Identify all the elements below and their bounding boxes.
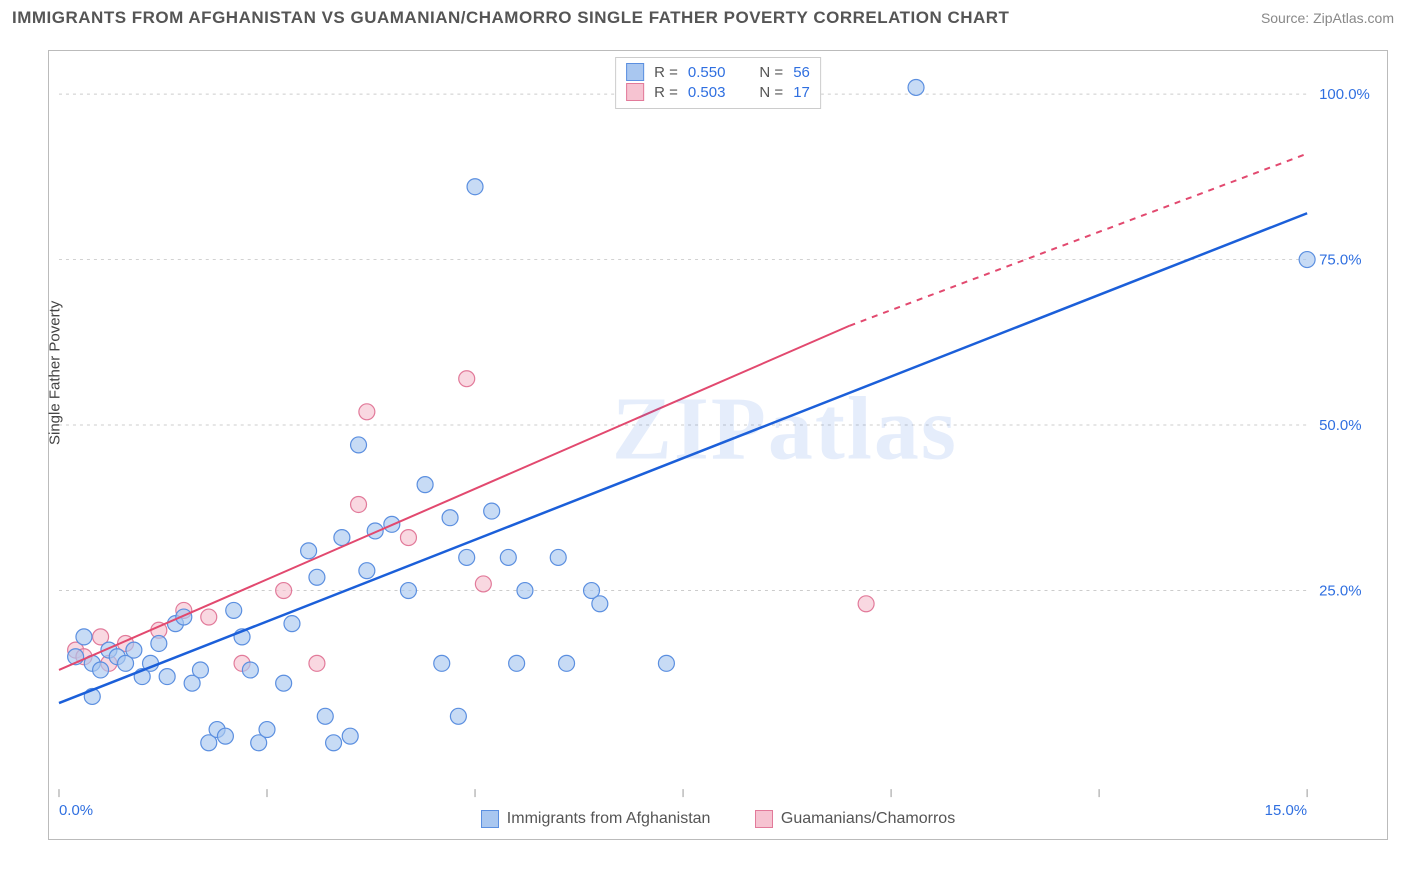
legend-item-a: Immigrants from Afghanistan bbox=[481, 810, 711, 828]
stats-row-a: R = 0.550 N = 56 bbox=[626, 62, 810, 82]
r-value-a: 0.550 bbox=[688, 64, 726, 81]
svg-text:100.0%: 100.0% bbox=[1319, 86, 1370, 103]
svg-text:50.0%: 50.0% bbox=[1319, 417, 1361, 434]
n-value-a: 56 bbox=[793, 64, 810, 81]
swatch-b-icon bbox=[755, 810, 773, 828]
chart-title: IMMIGRANTS FROM AFGHANISTAN VS GUAMANIAN… bbox=[12, 8, 1009, 28]
n-value-b: 17 bbox=[793, 84, 810, 101]
r-value-b: 0.503 bbox=[688, 84, 726, 101]
n-label-b: N = bbox=[759, 84, 783, 101]
swatch-a-icon bbox=[481, 810, 499, 828]
legend-item-b: Guamanians/Chamorros bbox=[755, 810, 955, 828]
scatter-plot: 25.0%50.0%75.0%100.0%0.0%15.0% bbox=[49, 51, 1387, 839]
r-label-a: R = bbox=[654, 64, 678, 81]
n-label-a: N = bbox=[759, 64, 783, 81]
svg-text:75.0%: 75.0% bbox=[1319, 252, 1361, 269]
r-label-b: R = bbox=[654, 84, 678, 101]
stats-row-b: R = 0.503 N = 17 bbox=[626, 82, 810, 102]
legend-label-a: Immigrants from Afghanistan bbox=[507, 810, 711, 828]
stats-legend: R = 0.550 N = 56 R = 0.503 N = 17 bbox=[615, 57, 821, 109]
swatch-b bbox=[626, 83, 644, 101]
svg-text:25.0%: 25.0% bbox=[1319, 583, 1361, 600]
swatch-a bbox=[626, 63, 644, 81]
bottom-legend: Immigrants from Afghanistan Guamanians/C… bbox=[49, 810, 1387, 833]
chart-area: Single Father Poverty 25.0%50.0%75.0%100… bbox=[48, 50, 1388, 840]
chart-source: Source: ZipAtlas.com bbox=[1261, 10, 1394, 26]
legend-label-b: Guamanians/Chamorros bbox=[781, 810, 955, 828]
